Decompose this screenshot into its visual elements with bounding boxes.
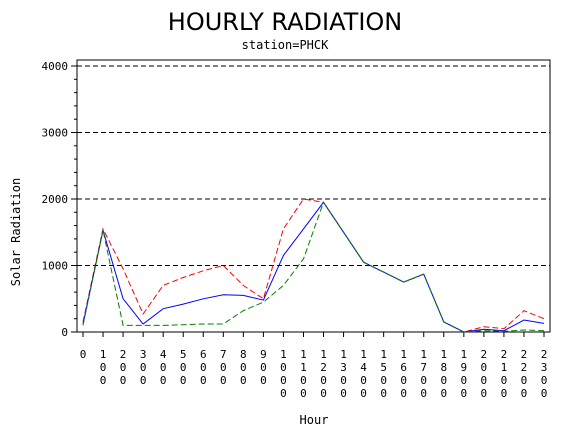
x-axis: 0 1 0 0 2 0 0 3 0 0 4 0 0 5 0 0 6 0 0 7 0 0 8 0 0 9 0 0 1 0 0 0 1 1 0 0 1 2 0 0…: [80, 332, 548, 400]
series-lines: [82, 198, 545, 333]
chart-title: HOURLY RADIATION: [168, 8, 402, 36]
chart-subtitle: station=PHCK: [242, 38, 329, 52]
y-tick-label: 0: [61, 326, 68, 339]
y-tick-label: 2000: [42, 193, 69, 206]
y-axis: 0 1000 2000 3000 4000: [42, 60, 77, 339]
plot-frame: [76, 59, 551, 333]
series-line-2: [82, 201, 545, 333]
x-tick-label: 0: [80, 348, 87, 361]
grid-lines: [76, 59, 551, 333]
y-tick-label: 4000: [42, 60, 69, 73]
y-tick-label: 1000: [42, 260, 69, 273]
y-axis-label: Solar Radiation: [9, 178, 23, 286]
y-tick-label: 3000: [42, 127, 69, 140]
x-axis-label: Hour: [300, 413, 329, 427]
series-line-3: [82, 201, 545, 333]
